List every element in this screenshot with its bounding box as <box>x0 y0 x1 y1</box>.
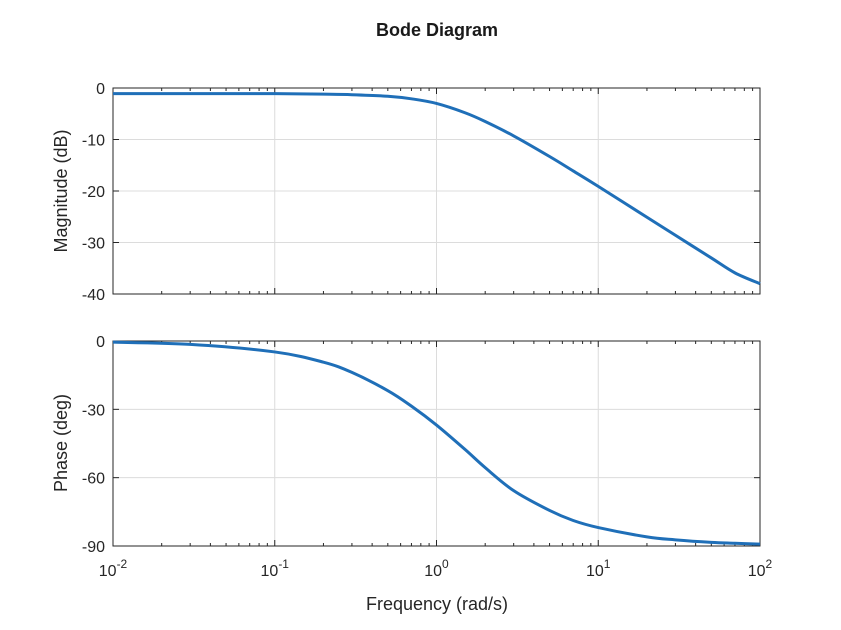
x-tick-label-base: 10 <box>586 563 604 580</box>
x-tick-label-base: 10 <box>261 563 279 580</box>
x-axis-label: Frequency (rad/s) <box>366 594 508 614</box>
x-tick-label-exponent: -2 <box>117 557 128 571</box>
x-tick-label: 102 <box>748 557 773 580</box>
x-tick-label-base: 10 <box>424 563 442 580</box>
x-tick-label: 10-1 <box>261 557 290 580</box>
phase-axes: 0 -30 -60 -90 Phase (deg) <box>51 334 761 556</box>
x-tick-label-exponent: 0 <box>442 557 449 571</box>
y-tick-label: -20 <box>82 184 105 201</box>
x-tick-label-base: 10 <box>99 563 117 580</box>
magnitude-axes: 0 -10 -20 -30 -40 Magnitude (dB) <box>51 81 761 304</box>
phase-series-line <box>112 340 761 546</box>
y-tick-label: -30 <box>82 236 105 253</box>
x-tick-label: 101 <box>586 557 611 580</box>
magnitude-grid <box>113 88 760 294</box>
phase-ticks <box>112 340 761 547</box>
y-tick-label: 0 <box>96 81 105 98</box>
y-tick-label: -90 <box>82 539 105 556</box>
magnitude-y-tick-labels: 0 -10 -20 -30 -40 <box>82 81 105 304</box>
magnitude-ticks <box>112 87 761 295</box>
y-tick-label: -10 <box>82 133 105 150</box>
chart-title: Bode Diagram <box>376 20 498 40</box>
y-tick-label: 0 <box>96 334 105 351</box>
magnitude-y-axis-label: Magnitude (dB) <box>51 129 71 252</box>
magnitude-series-line <box>113 92 761 286</box>
x-tick-label-exponent: 1 <box>604 557 611 571</box>
x-tick-label: 100 <box>424 557 449 580</box>
x-tick-label: 10-2 <box>99 557 128 580</box>
y-tick-label: -60 <box>82 471 105 488</box>
x-tick-labels: 10-2 10-1 100 101 102 <box>99 557 773 580</box>
x-tick-label-exponent: 2 <box>766 557 773 571</box>
phase-y-axis-label: Phase (deg) <box>51 394 71 492</box>
y-tick-label: -30 <box>82 402 105 419</box>
x-tick-label-exponent: -1 <box>278 557 289 571</box>
phase-y-tick-labels: 0 -30 -60 -90 <box>82 334 105 556</box>
phase-grid <box>113 341 760 546</box>
x-tick-label-base: 10 <box>748 563 766 580</box>
y-tick-label: -40 <box>82 287 105 304</box>
